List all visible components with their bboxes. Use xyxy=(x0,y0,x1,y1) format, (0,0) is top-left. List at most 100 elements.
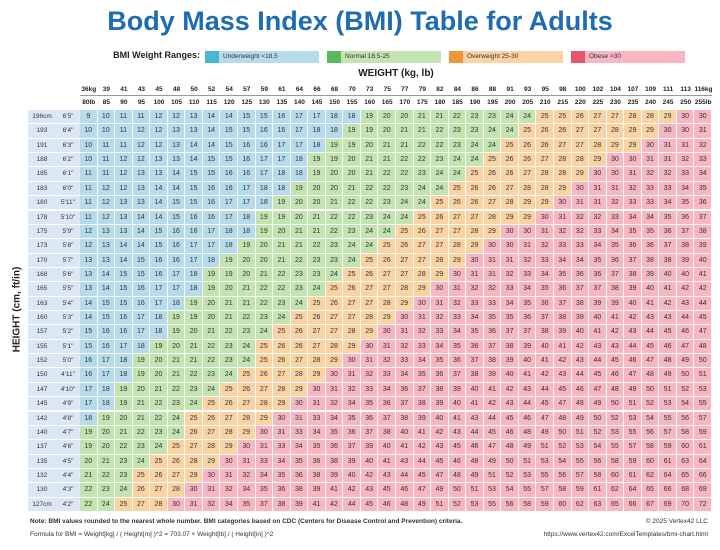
height-ft-in: 5'5" xyxy=(56,282,80,297)
bmi-cell: 25 xyxy=(273,325,291,340)
height-ft-in: 4'8" xyxy=(56,411,80,426)
bmi-cell: 19 xyxy=(273,210,291,225)
bmi-cell: 32 xyxy=(694,138,712,154)
bmi-cell: 20 xyxy=(97,440,116,455)
bmi-cell: 19 xyxy=(97,411,116,426)
bmi-cell: 29 xyxy=(378,311,396,326)
bmi-cell: 31 xyxy=(185,497,203,512)
bmi-cell: 41 xyxy=(518,368,537,383)
bmi-cell: 17 xyxy=(115,339,133,355)
bmi-cell: 38 xyxy=(483,354,502,369)
bmi-cell: 35 xyxy=(624,224,642,240)
bmi-cell: 26 xyxy=(308,311,326,326)
bmi-cell: 50 xyxy=(694,354,712,369)
bmi-cell: 23 xyxy=(185,382,203,398)
bmi-cell: 30 xyxy=(185,483,203,498)
bmi-cell: 44 xyxy=(466,425,484,441)
bmi-cell: 24 xyxy=(132,454,151,469)
bmi-cell: 32 xyxy=(378,354,396,369)
bmi-cell: 25 xyxy=(501,138,519,154)
bmi-cell: 24 xyxy=(150,440,168,455)
bmi-cell: 29 xyxy=(589,153,607,168)
bmi-cell: 35 xyxy=(360,397,379,412)
bmi-cell: 41 xyxy=(694,267,712,283)
bmi-cell: 22 xyxy=(255,282,274,297)
bmi-cell: 16 xyxy=(167,253,186,268)
bmi-cell: 16 xyxy=(185,224,203,240)
bmi-cell: 61 xyxy=(694,440,712,455)
bmi-cell: 30 xyxy=(238,440,256,455)
bmi-cell: 27 xyxy=(518,167,537,182)
bmi-cell: 10 xyxy=(80,153,98,168)
bmi-cell: 38 xyxy=(554,311,572,326)
bmi-cell: 41 xyxy=(413,425,432,441)
bmi-cell: 36 xyxy=(290,468,309,484)
bmi-cell: 23 xyxy=(220,354,238,369)
bmi-cell: 22 xyxy=(80,483,98,498)
bmi-cell: 11 xyxy=(97,138,116,154)
bmi-cell: 21 xyxy=(413,124,432,139)
bmi-cell: 60 xyxy=(676,440,695,455)
bmi-cell: 28 xyxy=(448,239,467,254)
bmi-cell: 35 xyxy=(343,411,361,426)
bmi-cell: 32 xyxy=(518,253,537,268)
bmi-cell: 26 xyxy=(483,181,502,197)
bmi-cell: 15 xyxy=(150,224,168,240)
bmi-cell: 33 xyxy=(571,239,590,254)
bmi-cell: 13 xyxy=(167,138,186,154)
weight-lb-header: 240 xyxy=(645,99,656,106)
bmi-cell: 24 xyxy=(238,339,256,355)
bmi-cell: 46 xyxy=(466,440,484,455)
bmi-cell: 15 xyxy=(220,153,238,168)
bmi-cell: 27 xyxy=(167,468,186,484)
bmi-cell: 17 xyxy=(290,138,309,154)
bmi-cell: 35 xyxy=(273,468,291,484)
bmi-cell: 26 xyxy=(466,196,484,211)
bmi-cell: 26 xyxy=(501,153,519,168)
height-cm: 130 xyxy=(28,483,56,498)
bmi-cell: 25 xyxy=(396,224,414,240)
bmi-cell: 12 xyxy=(132,138,151,154)
bmi-cell: 35 xyxy=(589,253,607,268)
bmi-cell: 17 xyxy=(290,124,309,139)
bmi-cell: 19 xyxy=(290,181,309,197)
bmi-cell: 12 xyxy=(97,210,116,225)
bmi-cell: 29 xyxy=(238,425,256,441)
height-cm: 140 xyxy=(28,425,56,441)
bmi-cell: 42 xyxy=(413,440,432,455)
bmi-cell: 27 xyxy=(255,382,274,398)
bmi-cell: 66 xyxy=(659,483,677,498)
bmi-cell: 40 xyxy=(378,440,396,455)
height-ft-in: 6'3" xyxy=(56,138,80,154)
bmi-cell: 20 xyxy=(238,267,256,283)
bmi-cell: 21 xyxy=(290,224,309,240)
weight-kg-header: 36kg xyxy=(80,84,98,96)
bmi-cell: 28 xyxy=(220,425,238,441)
bmi-cell: 25 xyxy=(185,411,203,426)
bmi-cell: 37 xyxy=(571,282,590,297)
bmi-cell: 26 xyxy=(132,483,151,498)
bmi-cell: 15 xyxy=(80,339,98,355)
bmi-cell: 13 xyxy=(132,167,151,182)
bmi-cell: 28 xyxy=(238,411,256,426)
bmi-cell: 29 xyxy=(255,411,274,426)
bmi-cell: 19 xyxy=(238,239,256,254)
bmi-cell: 48 xyxy=(501,440,519,455)
bmi-cell: 35 xyxy=(448,339,467,355)
bmi-cell: 23 xyxy=(238,325,256,340)
bmi-cell: 20 xyxy=(308,181,326,197)
bmi-cell: 30 xyxy=(676,124,695,139)
weight-kg-header: 109 xyxy=(641,84,660,96)
height-cm: 160 xyxy=(28,311,56,326)
bmi-cell: 14 xyxy=(150,181,168,197)
bmi-cell: 15 xyxy=(132,267,151,283)
bmi-cell: 15 xyxy=(220,124,238,139)
bmi-cell: 34 xyxy=(694,167,712,182)
bmi-cell: 11 xyxy=(80,210,98,225)
weight-lb-header: 120 xyxy=(223,99,235,106)
bmi-cell: 50 xyxy=(589,411,607,426)
bmi-cell: 37 xyxy=(606,267,625,283)
bmi-cell: 10 xyxy=(80,124,98,139)
bmi-cell: 16 xyxy=(273,110,291,125)
weight-lb-header: 215 xyxy=(557,99,569,106)
